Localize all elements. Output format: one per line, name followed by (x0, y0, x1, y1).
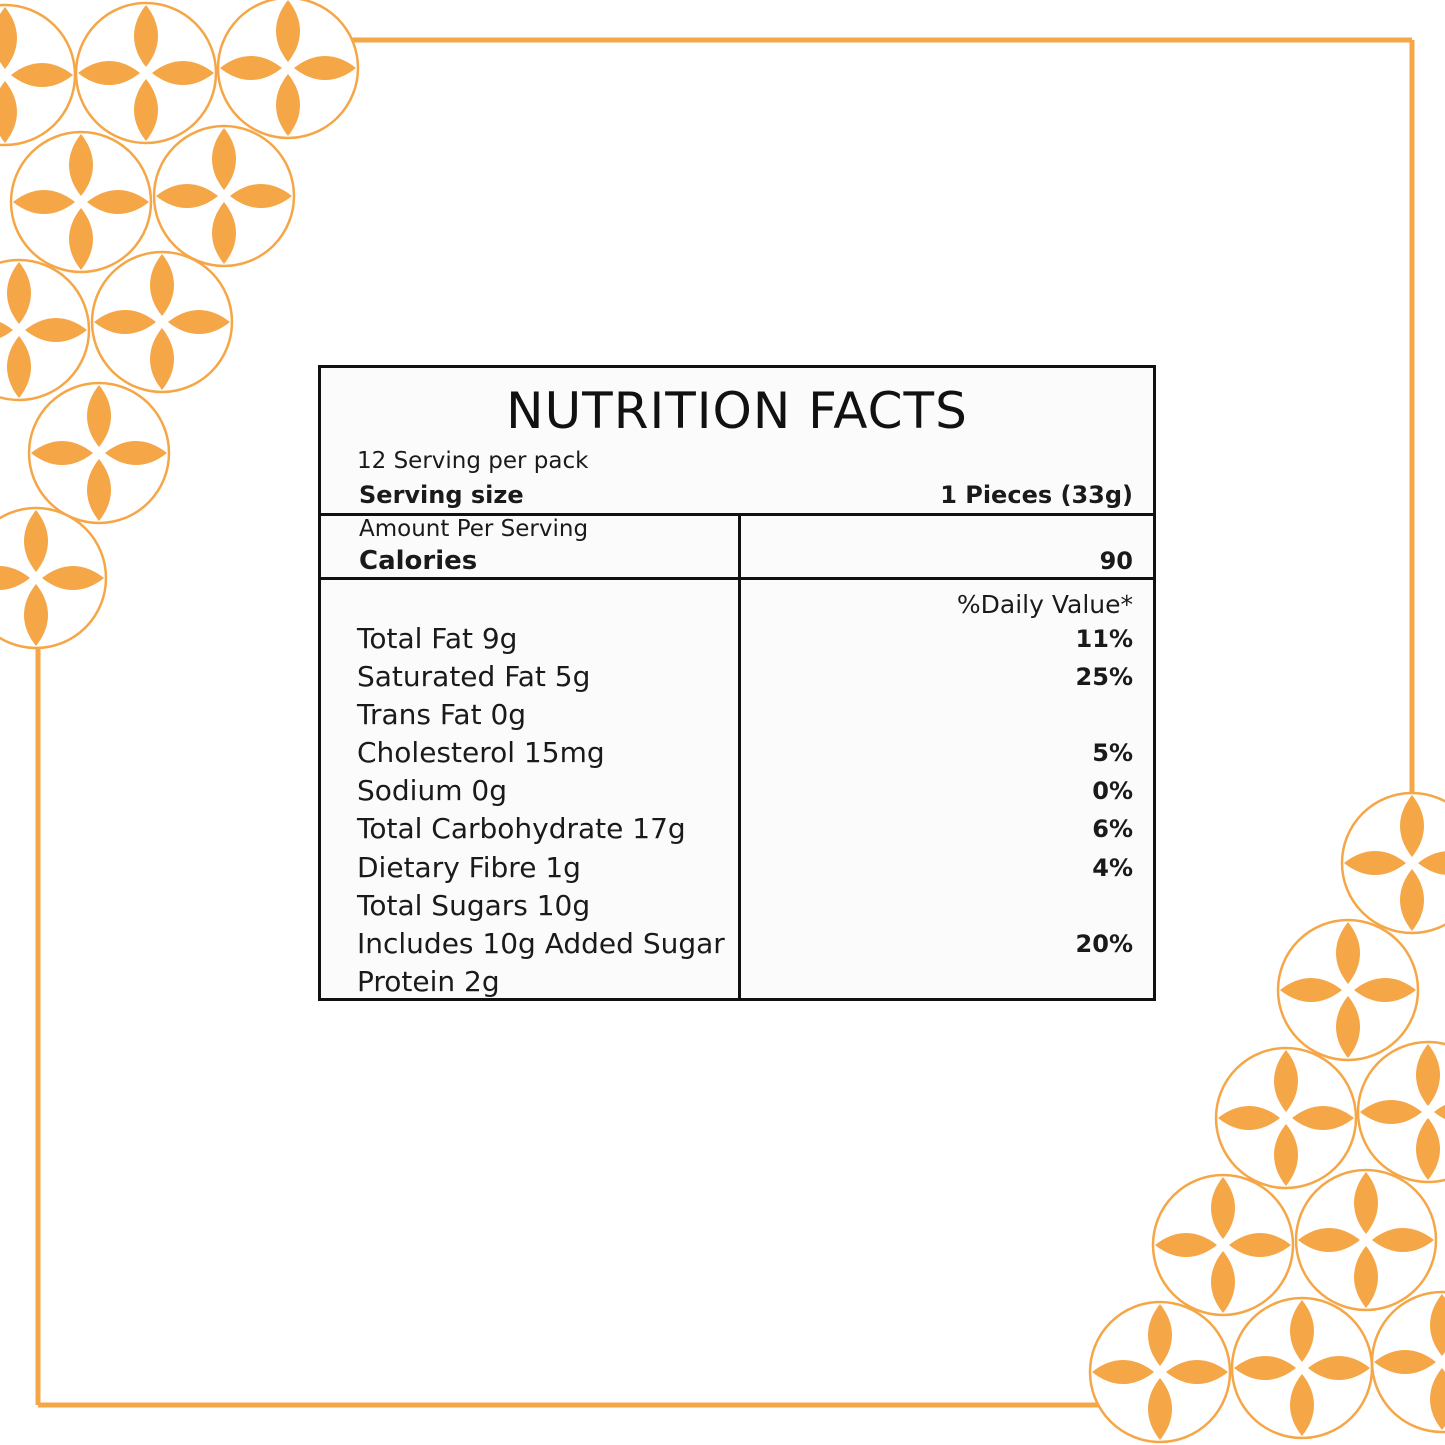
serving-size-value: 1 Pieces (33g) (940, 481, 1133, 509)
nutrient-daily-value: 5% (1092, 739, 1133, 768)
daily-value-header: %Daily Value* (956, 590, 1133, 619)
flower-cluster-top-left (0, 0, 360, 650)
divider (321, 513, 1153, 516)
nutrient-name: Trans Fat 0g (357, 698, 527, 732)
nutrient-name: Saturated Fat 5g (357, 660, 591, 694)
nutrient-daily-value: 11% (1075, 625, 1133, 653)
nutrient-name: Dietary Fibre 1g (357, 850, 581, 884)
calories-value: 90 (1099, 547, 1133, 575)
column-divider (738, 516, 741, 998)
calories-label: Calories (359, 546, 478, 576)
divider (321, 577, 1153, 580)
nutrition-facts-panel: NUTRITION FACTS 12 Serving per pack Serv… (318, 365, 1156, 1001)
serving-size-label: Serving size (359, 481, 524, 509)
nutrient-daily-value: 6% (1092, 815, 1133, 844)
nutrient-daily-value: 25% (1075, 663, 1133, 692)
nutrient-name: Total Carbohydrate 17g (357, 812, 686, 846)
daily-value-list: 11% 25% 5% 0% 6% 4% 20% (933, 620, 1133, 1001)
amount-per-serving: Amount Per Serving (359, 516, 589, 542)
nutrient-daily-value (933, 696, 1133, 734)
frame-lines (35, 37, 1415, 1408)
servings-per-pack: 12 Serving per pack (357, 448, 589, 474)
nutrient-name: Total Sugars 10g (357, 888, 591, 922)
nutrient-daily-value: 4% (1092, 853, 1133, 882)
nutrient-daily-value (933, 887, 1133, 925)
nutrient-name: Protein 2g (357, 964, 500, 998)
nutrient-name: Sodium 0g (357, 774, 507, 808)
nutrient-name: Cholesterol 15mg (357, 736, 605, 770)
nutrient-daily-value: 20% (1075, 929, 1133, 958)
nutrient-name: Includes 10g Added Sugar (357, 926, 725, 960)
nutrient-name: Total Fat 9g (357, 622, 518, 655)
panel-title: NUTRITION FACTS (506, 382, 968, 440)
nutrient-daily-value: 0% (1092, 777, 1133, 806)
nutrient-daily-value (933, 963, 1133, 1001)
nutrient-list: Total Fat 9g Saturated Fat 5g Trans Fat … (357, 620, 737, 1001)
